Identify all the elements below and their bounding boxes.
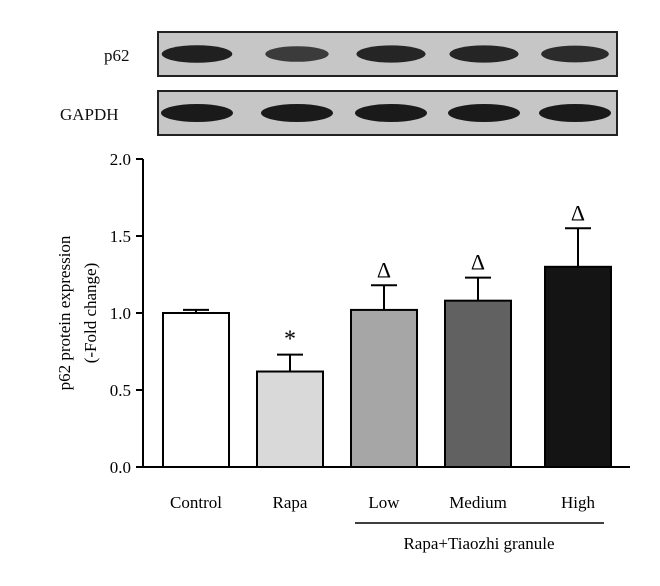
bar: [544, 265, 612, 468]
blot-band: [449, 45, 519, 63]
significance-marker: Δ: [471, 250, 485, 275]
x-tick-label: Rapa: [273, 493, 308, 512]
blot-image-gapdh: [159, 92, 616, 134]
blot-band: [261, 104, 333, 122]
blot-label-p62: p62: [104, 46, 130, 65]
bar: [162, 312, 230, 468]
y-axis-label: p62 protein expression: [55, 235, 74, 390]
blot-band: [161, 104, 233, 122]
x-tick-label: Low: [368, 493, 400, 512]
y-tick-label: 2.0: [110, 150, 131, 169]
bar: [444, 299, 512, 468]
blot-band: [356, 45, 426, 63]
blot-strip-p62: [157, 31, 618, 77]
blot-band: [539, 104, 611, 122]
blot-band: [265, 46, 329, 62]
significance-marker: Δ: [377, 257, 391, 282]
bar: [350, 308, 418, 469]
blot-band: [541, 45, 609, 63]
significance-marker: *: [284, 327, 296, 353]
x-tick-label: Medium: [449, 493, 507, 512]
group-label: Rapa+Tiaozhi granule: [403, 534, 554, 553]
x-tick-label: Control: [170, 493, 222, 512]
blot-band: [161, 45, 233, 63]
significance-marker: Δ: [571, 200, 585, 225]
y-tick-label: 0.5: [110, 381, 131, 400]
y-axis-label-line2: (-Fold change): [81, 263, 100, 364]
y-tick-label: 0.0: [110, 458, 131, 477]
bar: [256, 370, 324, 468]
y-tick-label: 1.0: [110, 304, 131, 323]
blot-label-gapdh: GAPDH: [60, 105, 119, 124]
y-tick-label: 1.5: [110, 227, 131, 246]
blot-band: [355, 104, 427, 122]
blot-band: [448, 104, 520, 122]
blot-image-p62: [159, 33, 616, 75]
x-tick-label: High: [561, 493, 596, 512]
blot-strip-gapdh: [157, 90, 618, 136]
